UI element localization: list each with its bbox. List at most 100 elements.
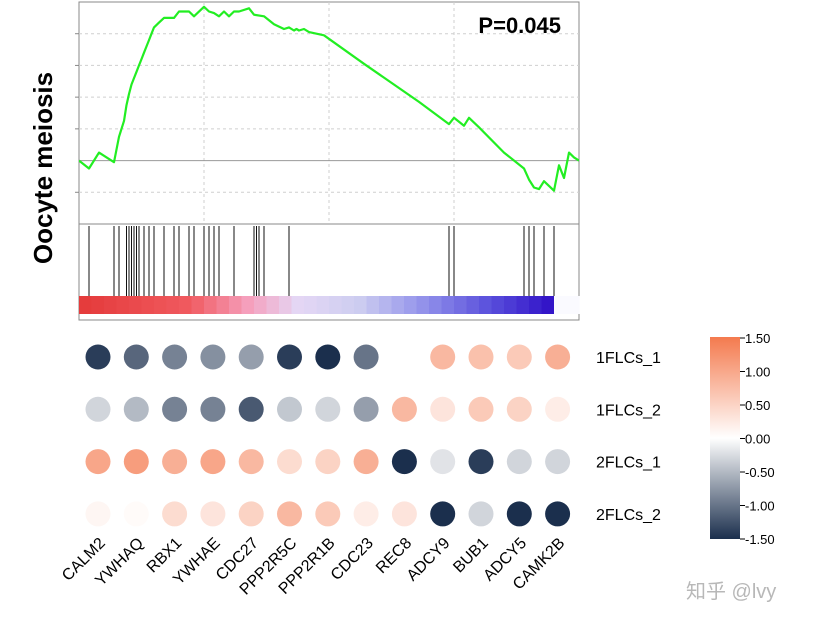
dot-1FLCs_1-CALM2 [85,344,111,370]
dot-2FLCs_1-REC8 [391,449,417,475]
rank-strip-segment [341,296,355,314]
dot-2FLCs_1-PPP2R5C [277,449,302,475]
rank-strip-segment [466,296,480,314]
rank-strip-segment [216,296,230,314]
colorbar-tick-label: 0.00 [745,432,770,447]
dot-1FLCs_1-ADCY9 [430,344,456,370]
rank-strip-segment [204,296,218,314]
rank-strip-segment [491,296,505,314]
rank-strip-segment [266,296,280,314]
dot-1FLCs_2-BUB1 [468,396,494,422]
dot-1FLCs_1-CDC27 [238,344,264,370]
rank-strip-segment [366,296,380,314]
rank-strip-segment [104,296,118,314]
dot-matrix [85,344,571,527]
dot-2FLCs_2-YWHAQ [123,501,149,527]
rank-strip-segment [316,296,330,314]
rank-strip-segment [504,296,518,314]
colorbar-ticks: 1.50 1.00 0.50 0.00 -0.50 -1.00 -1.50 [740,331,775,547]
dot-1FLCs_1-CDC23 [353,344,379,370]
dot-1FLCs_2-PPP2R5C [277,396,302,422]
dot-1FLCs_1-CAMK2B [545,344,571,370]
colorbar-gradient [710,337,740,539]
dot-1FLCs_2-CDC23 [353,396,379,422]
dot-1FLCs_2-CDC27 [238,396,264,422]
rank-color-strip [79,296,580,314]
dot-2FLCs_1-RBX1 [162,449,188,475]
rank-strip-segment [404,296,418,314]
rank-strip-segment [441,296,455,314]
rank-strip-segment [179,296,193,314]
dot-2FLCs_1-CALM2 [85,449,111,475]
colorbar-tick-label: 1.50 [745,331,770,346]
dot-2FLCs_1-YWHAQ [123,449,149,475]
colorbar-tick-label: 0.50 [745,398,770,413]
rank-strip-segment [479,296,493,314]
gene-hit-marks [88,226,555,296]
dot-2FLCs_2-PPP2R5C [277,501,302,527]
enrichment-axis-ticks [75,33,79,193]
dot-1FLCs_1-ADCY5 [506,344,532,370]
dot-2FLCs_1-CDC23 [353,449,379,475]
dot-2FLCs_2-REC8 [391,501,417,527]
dot-1FLCs_2-CAMK2B [545,396,571,422]
enrichment-score-line [79,5,579,192]
rank-strip-segment [304,296,318,314]
dot-2FLCs_2-CDC23 [353,501,379,527]
column-label: CDC23 [328,535,377,584]
dot-2FLCs_1-ADCY5 [506,449,532,475]
dot-1FLCs_2-ADCY9 [430,396,456,422]
watermark: 知乎 @lvy [686,580,776,603]
rank-strip-segment [129,296,143,314]
dot-1FLCs_1-BUB1 [468,344,494,370]
rank-strip-segment [354,296,368,314]
rank-strip-segment [229,296,243,314]
dot-1FLCs_2-ADCY5 [506,396,532,422]
dot-2FLCs_2-YWHAE [200,501,226,527]
dot-2FLCs_2-BUB1 [468,501,494,527]
colorbar-tick-label: -0.50 [745,465,775,480]
rank-strip-segment [329,296,343,314]
dot-1FLCs_2-REC8 [391,396,417,422]
rank-strip-segment [554,296,568,314]
dot-1FLCs_2-YWHAQ [123,396,149,422]
rank-strip-segment [241,296,255,314]
dot-2FLCs_2-PPP2R1B [315,501,341,527]
rank-strip-segment [529,296,543,314]
rank-strip-segment [191,296,205,314]
row-labels: 1FLCs_1 1FLCs_2 2FLCs_1 2FLCs_2 [596,350,661,524]
dot-2FLCs_1-BUB1 [468,449,494,475]
dot-2FLCs_1-YWHAE [200,449,226,475]
gsea-ylabel: Oocyte meiosis [28,72,58,264]
row-label: 2FLCs_1 [596,455,661,472]
dot-1FLCs_2-CALM2 [85,396,111,422]
rank-strip-segment [429,296,443,314]
dot-1FLCs_2-RBX1 [162,396,188,422]
rank-strip-segment [116,296,130,314]
enrichment-panel: P=0.045 [75,1,580,225]
dot-2FLCs_2-CDC27 [238,501,264,527]
dot-1FLCs_1-YWHAQ [123,344,149,370]
rank-strip-segment [79,296,93,314]
dot-1FLCs_2-YWHAE [200,396,226,422]
dot-2FLCs_2-CALM2 [85,501,111,527]
hit-panel [78,223,580,321]
colorbar: 1.50 1.00 0.50 0.00 -0.50 -1.00 -1.50 [710,331,775,547]
dot-2FLCs_2-RBX1 [162,501,188,527]
dot-1FLCs_1-PPP2R5C [277,344,302,370]
row-label: 1FLCs_2 [596,402,661,419]
rank-strip-segment [416,296,430,314]
dot-2FLCs_2-CAMK2B [545,501,571,527]
column-labels: CALM2YWHAQRBX1YWHAECDC27PPP2R5CPPP2R1BCD… [59,535,568,599]
rank-strip-segment [166,296,180,314]
dot-2FLCs_1-CDC27 [238,449,264,475]
colorbar-tick-label: -1.00 [745,499,775,514]
dot-1FLCs_1-RBX1 [162,344,188,370]
dot-2FLCs_1-CAMK2B [545,449,571,475]
row-label: 1FLCs_1 [596,350,661,367]
rank-strip-segment [91,296,105,314]
dot-1FLCs_1-REC8 [391,344,417,370]
dot-2FLCs_1-ADCY9 [430,449,456,475]
rank-strip-segment [379,296,393,314]
